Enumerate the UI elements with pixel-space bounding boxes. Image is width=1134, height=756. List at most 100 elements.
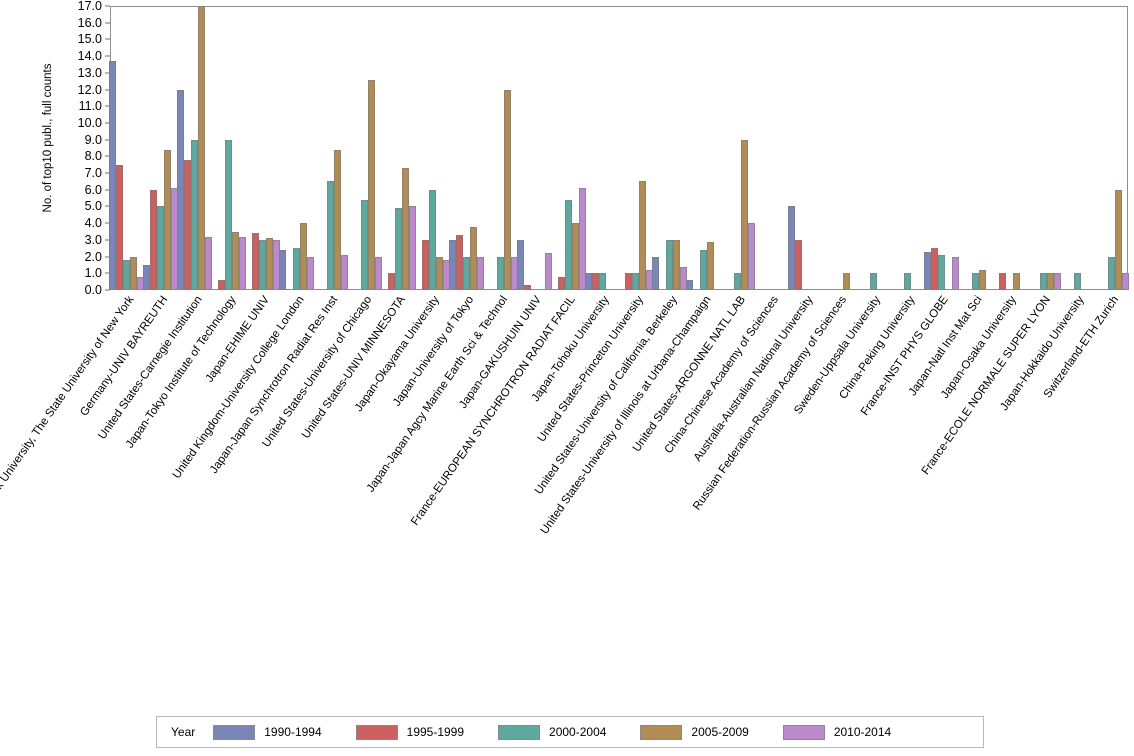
y-tick-label: 14.0: [77, 49, 102, 64]
bar[interactable]: [1039, 273, 1047, 290]
bar[interactable]: [225, 139, 233, 290]
bar[interactable]: [143, 264, 151, 290]
bar[interactable]: [341, 254, 349, 290]
bar[interactable]: [998, 273, 1006, 290]
bar[interactable]: [408, 206, 416, 290]
bar[interactable]: [523, 285, 531, 290]
bar[interactable]: [150, 189, 158, 290]
bar[interactable]: [177, 89, 185, 290]
bar[interactable]: [557, 276, 565, 290]
bar[interactable]: [937, 254, 945, 290]
bar-group: [1026, 6, 1061, 290]
bar-group: [1094, 6, 1129, 290]
bar[interactable]: [109, 61, 117, 290]
bar[interactable]: [368, 79, 375, 290]
bar[interactable]: [259, 239, 267, 290]
bar[interactable]: [334, 149, 342, 290]
y-tick-mark: [105, 38, 110, 40]
bar[interactable]: [1114, 189, 1122, 290]
legend-item[interactable]: 2005-2009: [640, 724, 749, 740]
bar[interactable]: [361, 199, 368, 290]
bar[interactable]: [978, 269, 986, 290]
bar[interactable]: [1107, 256, 1115, 290]
bar[interactable]: [462, 256, 470, 290]
bar[interactable]: [639, 181, 647, 290]
bar[interactable]: [652, 256, 660, 290]
legend-title: Year: [171, 725, 196, 739]
legend-item[interactable]: 2010-2014: [782, 724, 891, 740]
bar[interactable]: [421, 239, 429, 290]
bar[interactable]: [503, 89, 511, 290]
bar[interactable]: [843, 273, 851, 290]
bar[interactable]: [578, 188, 586, 290]
bar[interactable]: [741, 139, 749, 290]
bar[interactable]: [870, 273, 877, 290]
bar[interactable]: [598, 273, 606, 290]
bar[interactable]: [1046, 273, 1054, 290]
bar[interactable]: [327, 181, 335, 290]
bar[interactable]: [571, 223, 579, 290]
bar[interactable]: [116, 164, 124, 290]
bar[interactable]: [496, 256, 504, 290]
bar[interactable]: [591, 273, 599, 290]
bar[interactable]: [401, 168, 409, 290]
bar[interactable]: [252, 233, 260, 290]
bar[interactable]: [903, 273, 911, 290]
bar[interactable]: [1121, 273, 1129, 290]
bar[interactable]: [666, 239, 674, 290]
bar[interactable]: [130, 256, 138, 290]
bar[interactable]: [205, 236, 213, 290]
legend-item[interactable]: 1990-1994: [213, 724, 322, 740]
bar[interactable]: [428, 189, 436, 290]
bar[interactable]: [544, 253, 552, 290]
bar[interactable]: [157, 206, 165, 290]
legend-item[interactable]: 1995-1999: [355, 724, 464, 740]
legend-item[interactable]: 2000-2004: [498, 724, 606, 740]
bar[interactable]: [700, 249, 708, 290]
bar[interactable]: [435, 256, 443, 290]
bar[interactable]: [632, 273, 640, 290]
bar[interactable]: [266, 238, 274, 290]
bar[interactable]: [387, 273, 395, 290]
bar[interactable]: [1073, 273, 1081, 290]
bar[interactable]: [394, 208, 402, 290]
legend-label: 2005-2009: [691, 725, 749, 739]
bar[interactable]: [734, 273, 742, 290]
bar[interactable]: [686, 279, 694, 290]
bar[interactable]: [198, 6, 206, 290]
bar[interactable]: [448, 239, 456, 290]
bar[interactable]: [455, 234, 463, 290]
bar[interactable]: [279, 249, 287, 290]
y-tick-mark: [105, 122, 110, 124]
bar[interactable]: [707, 241, 715, 290]
bar[interactable]: [795, 239, 803, 290]
bar[interactable]: [469, 226, 477, 290]
bar[interactable]: [218, 279, 226, 290]
bar[interactable]: [516, 239, 524, 290]
bar[interactable]: [1053, 273, 1061, 290]
bar[interactable]: [164, 149, 172, 290]
bar[interactable]: [625, 273, 633, 290]
bar[interactable]: [375, 256, 382, 290]
bar[interactable]: [293, 248, 301, 290]
bar[interactable]: [923, 251, 931, 290]
bar[interactable]: [307, 256, 315, 290]
bar[interactable]: [239, 236, 247, 290]
bar[interactable]: [930, 248, 938, 290]
bar[interactable]: [1012, 273, 1020, 290]
bar[interactable]: [191, 139, 199, 290]
y-tick-label: 13.0: [77, 65, 102, 80]
bar[interactable]: [184, 159, 192, 290]
bar[interactable]: [971, 273, 979, 290]
bar[interactable]: [951, 256, 959, 290]
bar[interactable]: [673, 239, 681, 290]
bar[interactable]: [476, 256, 484, 290]
bar[interactable]: [300, 223, 308, 290]
bar[interactable]: [123, 259, 131, 290]
bar[interactable]: [680, 266, 688, 290]
bar[interactable]: [748, 223, 756, 290]
bar[interactable]: [584, 273, 592, 290]
bar[interactable]: [232, 231, 240, 290]
bar[interactable]: [564, 199, 572, 290]
bar[interactable]: [788, 206, 796, 290]
